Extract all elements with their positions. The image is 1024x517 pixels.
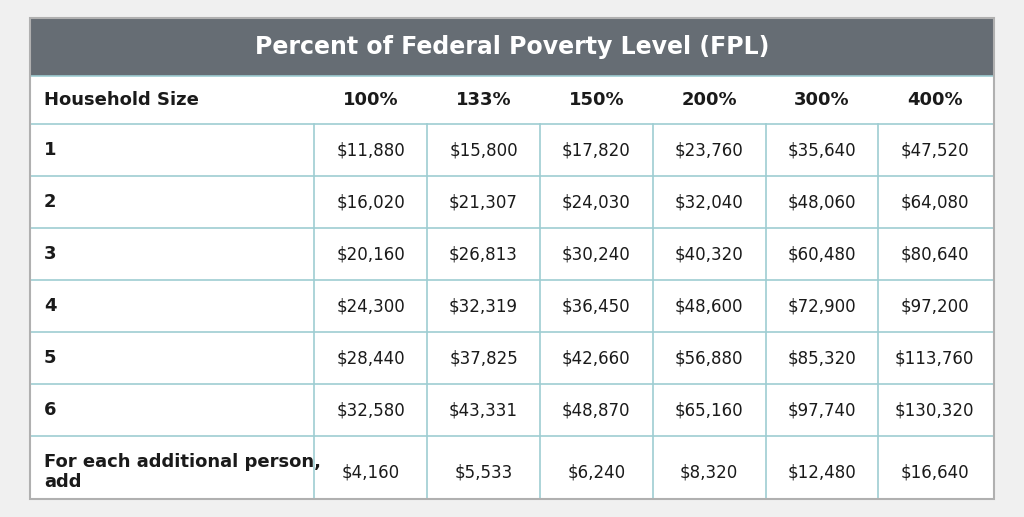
Text: $97,200: $97,200 <box>900 297 969 315</box>
Text: $24,030: $24,030 <box>562 193 631 211</box>
Text: 400%: 400% <box>907 91 963 109</box>
Text: $24,300: $24,300 <box>337 297 406 315</box>
Text: $28,440: $28,440 <box>337 349 406 367</box>
Text: $97,740: $97,740 <box>787 401 856 419</box>
Text: 3: 3 <box>44 245 56 263</box>
Text: 100%: 100% <box>343 91 398 109</box>
Text: $72,900: $72,900 <box>787 297 856 315</box>
Text: 300%: 300% <box>795 91 850 109</box>
Text: $32,319: $32,319 <box>450 297 518 315</box>
Text: $8,320: $8,320 <box>680 463 738 481</box>
Text: $5,533: $5,533 <box>455 463 513 481</box>
Text: $40,320: $40,320 <box>675 245 743 263</box>
Text: $113,760: $113,760 <box>895 349 975 367</box>
Text: $16,640: $16,640 <box>900 463 969 481</box>
Text: 133%: 133% <box>456 91 511 109</box>
Text: $15,800: $15,800 <box>450 141 518 159</box>
Text: $17,820: $17,820 <box>562 141 631 159</box>
Text: $85,320: $85,320 <box>787 349 856 367</box>
Text: $26,813: $26,813 <box>450 245 518 263</box>
Text: $12,480: $12,480 <box>787 463 856 481</box>
Text: 2: 2 <box>44 193 56 211</box>
Text: 6: 6 <box>44 401 56 419</box>
Text: Household Size: Household Size <box>44 91 199 109</box>
Text: $37,825: $37,825 <box>450 349 518 367</box>
Text: $30,240: $30,240 <box>562 245 631 263</box>
Text: $4,160: $4,160 <box>342 463 399 481</box>
Text: $6,240: $6,240 <box>567 463 626 481</box>
Text: $43,331: $43,331 <box>450 401 518 419</box>
Text: $20,160: $20,160 <box>337 245 406 263</box>
Text: $16,020: $16,020 <box>337 193 406 211</box>
Text: $56,880: $56,880 <box>675 349 743 367</box>
Text: $48,060: $48,060 <box>787 193 856 211</box>
Text: $47,520: $47,520 <box>900 141 969 159</box>
Bar <box>30 76 994 124</box>
Bar <box>30 18 994 76</box>
Text: $35,640: $35,640 <box>787 141 856 159</box>
Text: 5: 5 <box>44 349 56 367</box>
Text: $48,600: $48,600 <box>675 297 743 315</box>
Text: $32,580: $32,580 <box>337 401 406 419</box>
Text: $21,307: $21,307 <box>450 193 518 211</box>
Text: $36,450: $36,450 <box>562 297 631 315</box>
Text: 1: 1 <box>44 141 56 159</box>
Text: 4: 4 <box>44 297 56 315</box>
Text: $130,320: $130,320 <box>895 401 975 419</box>
Text: $65,160: $65,160 <box>675 401 743 419</box>
Text: $42,660: $42,660 <box>562 349 631 367</box>
Text: $11,880: $11,880 <box>337 141 406 159</box>
Text: $60,480: $60,480 <box>787 245 856 263</box>
Text: $64,080: $64,080 <box>900 193 969 211</box>
Text: 200%: 200% <box>681 91 737 109</box>
Text: 150%: 150% <box>568 91 625 109</box>
Text: $23,760: $23,760 <box>675 141 743 159</box>
Text: For each additional person,
add: For each additional person, add <box>44 452 321 491</box>
Text: $32,040: $32,040 <box>675 193 743 211</box>
Text: $80,640: $80,640 <box>900 245 969 263</box>
Text: Percent of Federal Poverty Level (FPL): Percent of Federal Poverty Level (FPL) <box>255 35 769 59</box>
Text: $48,870: $48,870 <box>562 401 631 419</box>
